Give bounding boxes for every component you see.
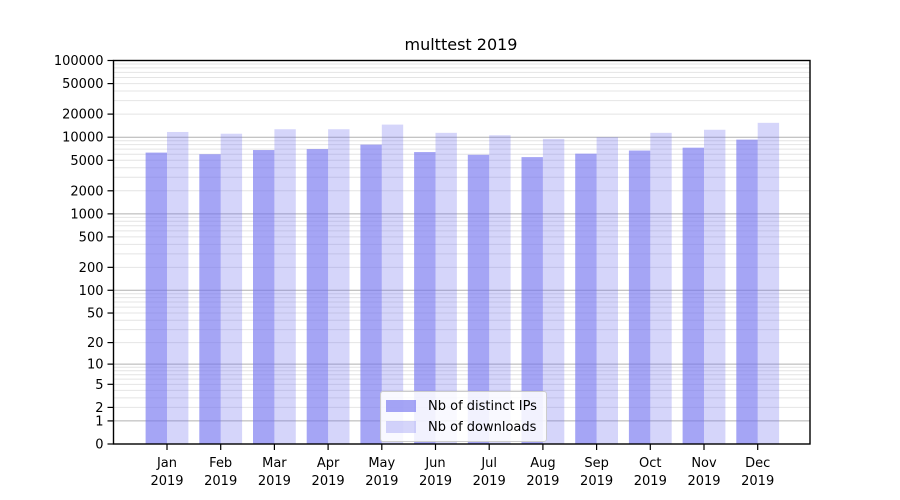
- bar-aug-downloads: [542, 138, 565, 444]
- bar-jun-downloads: [435, 132, 457, 444]
- x-tick-label-month: Oct: [639, 456, 661, 471]
- bar-aug-distinct-ips: [521, 157, 543, 444]
- y-tick-label: 50000: [62, 77, 103, 92]
- y-tick-label: 20: [87, 336, 104, 351]
- y-tick-label: 5000: [70, 154, 103, 169]
- bar-jul-downloads: [489, 135, 511, 444]
- y-tick-label: 1000: [70, 207, 103, 222]
- x-tick-label-month: Feb: [209, 456, 232, 471]
- plot-border: [112, 59, 811, 445]
- bar-mar-distinct-ips: [253, 150, 275, 444]
- axis-ticks-and-labels: 0 12 5 10 20 50 100 200 500 1000 2000 5000 10000 2000…: [54, 54, 774, 489]
- y-tick-label: 100: [79, 284, 104, 299]
- x-tick-label-year: 2019: [687, 474, 720, 489]
- y-tick-label: 5: [95, 378, 103, 393]
- legend-label-distinct-ips: Nb of distinct IPs: [428, 398, 537, 414]
- x-tick-label-year: 2019: [634, 474, 667, 489]
- x-tick-label-month: Nov: [691, 456, 717, 471]
- x-tick-label-month: Jan: [156, 456, 177, 471]
- y-tick-label: 2000: [70, 184, 103, 199]
- bar-nov-distinct-ips: [682, 147, 704, 444]
- legend-swatch-downloads: [386, 421, 416, 433]
- bar-mar-downloads: [274, 129, 296, 444]
- x-tick-label-month: Sep: [584, 456, 609, 471]
- bar-feb-downloads: [220, 133, 243, 444]
- x-tick-label-year: 2019: [580, 474, 613, 489]
- x-tick-label-year: 2019: [204, 474, 237, 489]
- legend-item-distinct-ips: Nb of distinct IPs: [386, 397, 537, 415]
- y-tick-label: 0: [95, 438, 103, 453]
- bar-oct-downloads: [650, 132, 672, 444]
- bar-jul-distinct-ips: [467, 154, 490, 444]
- x-tick-label-year: 2019: [365, 474, 398, 489]
- chart-title: multtest 2019: [405, 35, 518, 54]
- x-tick-label-year: 2019: [258, 474, 291, 489]
- x-tick-label-year: 2019: [150, 474, 183, 489]
- x-tick-label-month: Jul: [480, 456, 497, 471]
- y-tick-label: 20000: [62, 108, 103, 123]
- y-tick-label: 500: [79, 230, 104, 245]
- x-tick-label-year: 2019: [526, 474, 559, 489]
- y-tick-label: 200: [79, 261, 104, 276]
- x-tick-label-month: Jun: [424, 456, 445, 471]
- y-tick-label: 50: [87, 307, 104, 322]
- legend-swatch-distinct-ips: [386, 400, 416, 412]
- x-tick-label-year: 2019: [741, 474, 774, 489]
- x-tick-label-month: Apr: [317, 456, 340, 471]
- bar-sep-downloads: [596, 137, 618, 444]
- bar-jun-distinct-ips: [414, 152, 436, 445]
- x-tick-label-month: May: [368, 456, 395, 471]
- bars: [145, 122, 780, 445]
- bar-dec-downloads: [757, 122, 780, 444]
- bar-may-downloads: [381, 124, 404, 444]
- x-tick-label-year: 2019: [473, 474, 506, 489]
- x-tick-label-year: 2019: [312, 474, 345, 489]
- x-tick-label-month: Dec: [745, 456, 770, 471]
- bar-apr-downloads: [328, 129, 350, 444]
- x-tick-label-year: 2019: [419, 474, 452, 489]
- bar-oct-distinct-ips: [628, 150, 651, 444]
- bar-feb-distinct-ips: [199, 154, 221, 444]
- y-tick-label: 2: [95, 401, 103, 416]
- legend-item-downloads: Nb of downloads: [386, 418, 537, 436]
- bar-may-distinct-ips: [360, 144, 382, 444]
- y-tick-label: 1: [95, 414, 103, 429]
- y-tick-label: 10: [87, 358, 104, 373]
- bar-nov-downloads: [704, 129, 726, 445]
- bar-sep-distinct-ips: [575, 153, 597, 445]
- legend: Nb of distinct IPs Nb of downloads: [380, 391, 547, 442]
- x-tick-label-month: Aug: [530, 456, 555, 471]
- legend-label-downloads: Nb of downloads: [428, 419, 537, 435]
- bar-jan-distinct-ips: [145, 152, 167, 444]
- x-tick-label-month: Mar: [262, 456, 287, 471]
- y-tick-label: 10000: [62, 131, 103, 146]
- bar-apr-distinct-ips: [306, 149, 329, 444]
- y-tick-label: 100000: [54, 54, 104, 69]
- bar-jan-downloads: [167, 131, 189, 444]
- bar-dec-distinct-ips: [736, 139, 758, 444]
